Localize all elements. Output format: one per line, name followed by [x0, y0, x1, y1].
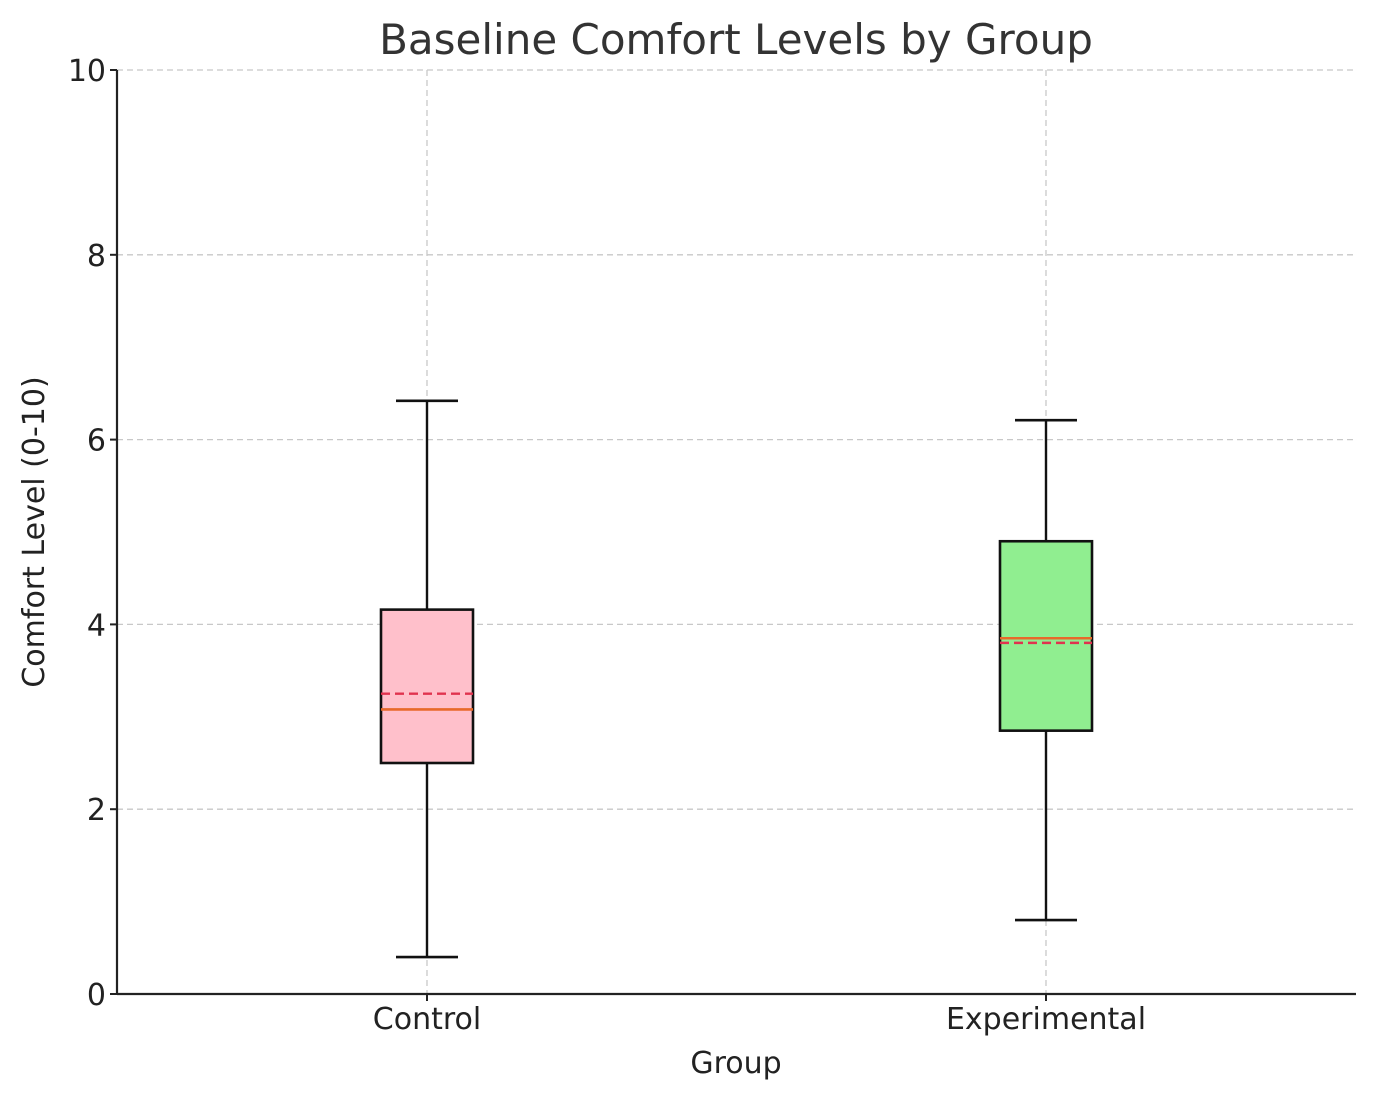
x-axis-label: Group [690, 1046, 781, 1081]
box-layer [379, 399, 1094, 959]
x-tick-label-0: Control [373, 1002, 481, 1037]
y-tick-label-0: 0 [87, 978, 106, 1013]
grid-layer [117, 69, 1356, 994]
axis-layer: 0 2 4 6 8 10 Control Experimental [68, 54, 1356, 1037]
y-tick-label-2: 4 [87, 608, 106, 643]
iqr-box-0 [379, 608, 475, 765]
x-tick-label-1: Experimental [946, 1002, 1146, 1037]
chart-title: Baseline Comfort Levels by Group [379, 15, 1093, 64]
y-tick-label-5: 10 [68, 54, 106, 89]
y-tick-label-1: 2 [87, 793, 106, 828]
y-tick-label-4: 8 [87, 239, 106, 274]
y-axis-label: Comfort Level (0-10) [17, 376, 52, 687]
y-tick-label-3: 6 [87, 424, 106, 459]
iqr-box-1 [998, 539, 1094, 732]
